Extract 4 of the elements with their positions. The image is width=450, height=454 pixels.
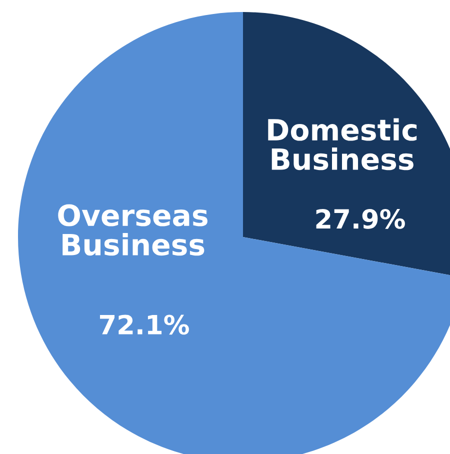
data-label: 72.1% xyxy=(100,314,189,335)
data-label: 27.9% xyxy=(316,208,405,229)
slice-label: Overseas Business xyxy=(58,204,208,256)
slice-label: Domestic Business xyxy=(268,118,417,170)
